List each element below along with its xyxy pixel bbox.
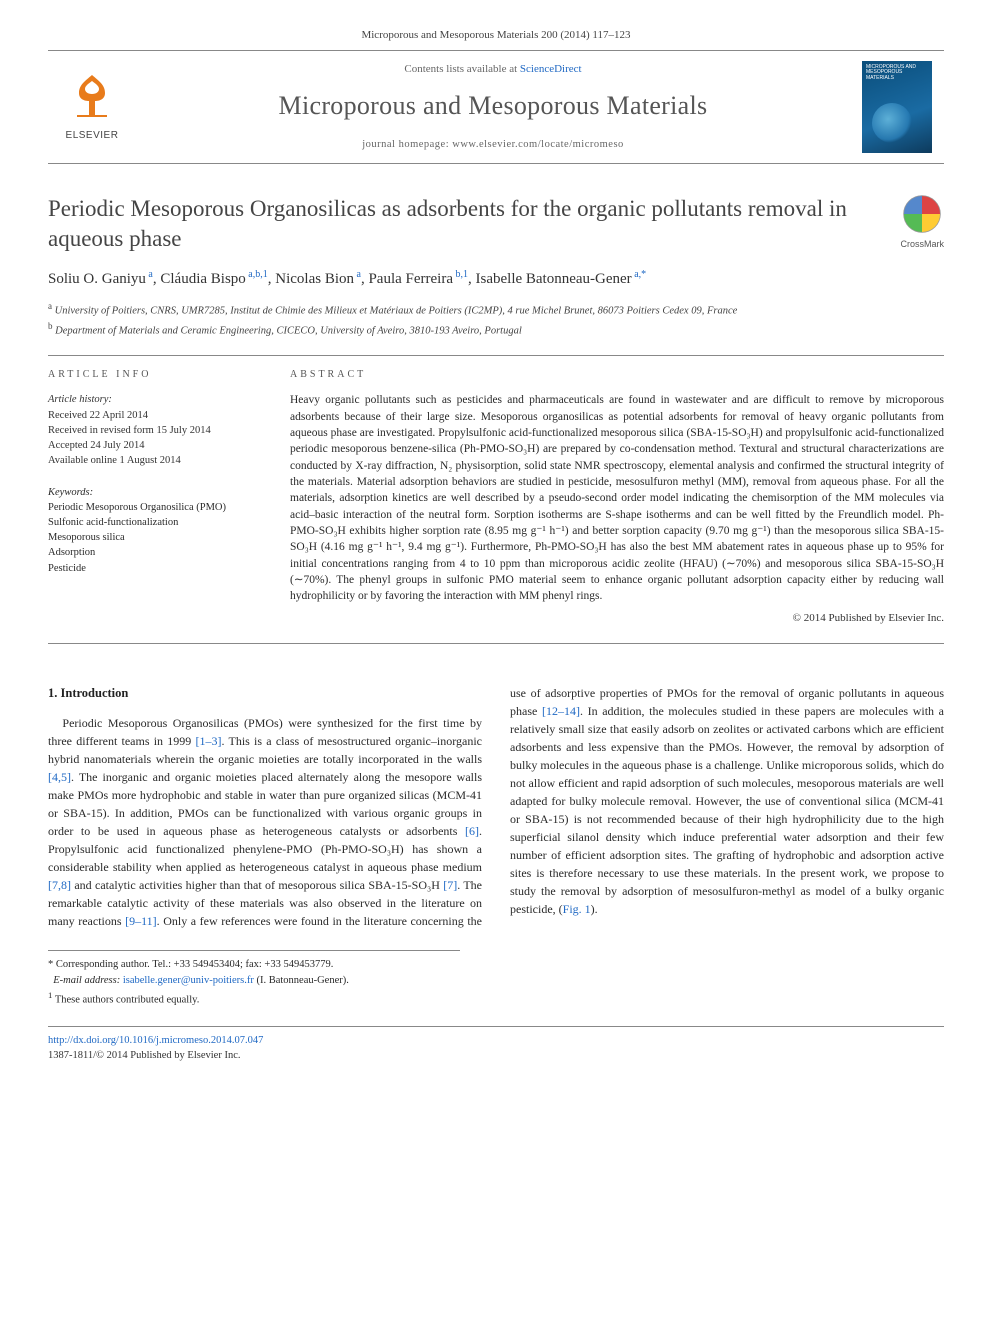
citation-ref[interactable]: [12–14] (542, 704, 580, 718)
email-label: E-mail address: (53, 975, 120, 986)
affiliation-a: a University of Poitiers, CNRS, UMR7285,… (48, 300, 944, 319)
history-line: Accepted 24 July 2014 (48, 438, 258, 453)
article-title: Periodic Mesoporous Organosilicas as ads… (48, 194, 880, 254)
sciencedirect-link[interactable]: ScienceDirect (520, 63, 582, 75)
author: Soliu O. Ganiyu a (48, 271, 153, 287)
equal-contribution-note: 1 These authors contributed equally. (48, 989, 460, 1008)
doi-footer: http://dx.doi.org/10.1016/j.micromeso.20… (48, 1026, 944, 1063)
author: Isabelle Batonneau-Gener a,* (476, 271, 647, 287)
article-info-heading: article info (48, 368, 258, 383)
contents-prefix: Contents lists available at (404, 63, 519, 75)
homepage-prefix: journal homepage: (362, 139, 452, 150)
email-line: E-mail address: isabelle.gener@univ-poit… (48, 973, 460, 989)
masthead-center: Contents lists available at ScienceDirec… (144, 62, 842, 153)
citation-ref[interactable]: [9–11] (125, 914, 157, 928)
article-body: 1. Introduction Periodic Mesoporous Orga… (48, 684, 944, 931)
corresponding-email-link[interactable]: isabelle.gener@univ-poitiers.fr (123, 975, 254, 986)
doi-link[interactable]: http://dx.doi.org/10.1016/j.micromeso.20… (48, 1035, 263, 1046)
history-subhead: Article history: (48, 392, 258, 407)
affiliation-b: b Department of Materials and Ceramic En… (48, 320, 944, 339)
author-affil-mark: b,1 (453, 269, 468, 280)
author-link[interactable]: Soliu O. Ganiyu (48, 271, 146, 287)
crossmark-icon (902, 194, 942, 234)
author: Cláudia Bispo a,b,1 (160, 271, 267, 287)
abstract-block: abstract Heavy organic pollutants such a… (290, 368, 944, 627)
author: Paula Ferreira b,1 (368, 271, 468, 287)
citation-ref[interactable]: [7] (443, 878, 457, 892)
affiliation-list: a University of Poitiers, CNRS, UMR7285,… (48, 300, 944, 339)
cover-art-icon (872, 103, 912, 143)
author-link[interactable]: Cláudia Bispo (160, 271, 245, 287)
article-info-block: article info Article history: Received 2… (48, 368, 258, 627)
journal-name: Microporous and Mesoporous Materials (144, 87, 842, 125)
figure-ref[interactable]: Fig. 1 (563, 902, 591, 916)
abstract-text: Heavy organic pollutants such as pestici… (290, 392, 944, 604)
issn-copyright: 1387-1811/© 2014 Published by Elsevier I… (48, 1050, 240, 1061)
history-line: Available online 1 August 2014 (48, 453, 258, 468)
author: Nicolas Bion a (275, 271, 361, 287)
homepage-url: www.elsevier.com/locate/micromeso (452, 139, 624, 150)
publisher-name: ELSEVIER (60, 129, 124, 144)
author-link[interactable]: Isabelle Batonneau-Gener (476, 271, 632, 287)
email-attribution: (I. Batonneau-Gener). (256, 975, 348, 986)
author-link[interactable]: Nicolas Bion (275, 271, 354, 287)
abstract-heading: abstract (290, 368, 944, 383)
author-list: Soliu O. Ganiyu a, Cláudia Bispo a,b,1, … (48, 268, 944, 291)
crossmark-badge[interactable]: CrossMark (900, 194, 944, 251)
title-block: Periodic Mesoporous Organosilicas as ads… (48, 194, 944, 254)
meta-abstract-row: article info Article history: Received 2… (48, 368, 944, 627)
author-link[interactable]: Paula Ferreira (368, 271, 453, 287)
elsevier-tree-icon (67, 71, 117, 121)
journal-masthead: ELSEVIER Contents lists available at Sci… (48, 50, 944, 164)
journal-cover-thumbnail: MICROPOROUS AND MESOPOROUS MATERIALS (862, 61, 932, 153)
citation-ref[interactable]: [6] (465, 824, 479, 838)
keyword: Sulfonic acid-functionalization (48, 515, 258, 530)
keywords-subhead: Keywords: (48, 485, 258, 500)
divider-rule (48, 355, 944, 356)
citation-ref[interactable]: [4,5] (48, 770, 71, 784)
crossmark-label: CrossMark (900, 238, 944, 251)
publisher-logo: ELSEVIER (60, 71, 124, 143)
keyword: Adsorption (48, 545, 258, 560)
divider-rule (48, 643, 944, 644)
running-header: Microporous and Mesoporous Materials 200… (48, 28, 944, 44)
keyword: Mesoporous silica (48, 530, 258, 545)
intro-paragraph-1: Periodic Mesoporous Organosilicas (PMOs)… (48, 684, 944, 931)
citation-ref[interactable]: [7,8] (48, 878, 71, 892)
section-heading-intro: 1. Introduction (48, 684, 482, 703)
keyword: Periodic Mesoporous Organosilica (PMO) (48, 500, 258, 515)
keyword: Pesticide (48, 561, 258, 576)
corresponding-author-note: * Corresponding author. Tel.: +33 549453… (48, 957, 460, 973)
author-affil-mark: a,* (632, 269, 646, 280)
author-affil-mark: a (354, 269, 361, 280)
author-affil-mark: a (146, 269, 153, 280)
cover-caption: MICROPOROUS AND MESOPOROUS MATERIALS (866, 65, 928, 82)
abstract-copyright: © 2014 Published by Elsevier Inc. (290, 611, 944, 627)
history-line: Received 22 April 2014 (48, 408, 258, 423)
journal-homepage-line: journal homepage: www.elsevier.com/locat… (144, 137, 842, 152)
citation-ref[interactable]: [1–3] (196, 734, 222, 748)
footnotes-block: * Corresponding author. Tel.: +33 549453… (48, 950, 460, 1008)
author-affil-mark: a,b,1 (246, 269, 268, 280)
history-line: Received in revised form 15 July 2014 (48, 423, 258, 438)
contents-available-line: Contents lists available at ScienceDirec… (144, 62, 842, 78)
